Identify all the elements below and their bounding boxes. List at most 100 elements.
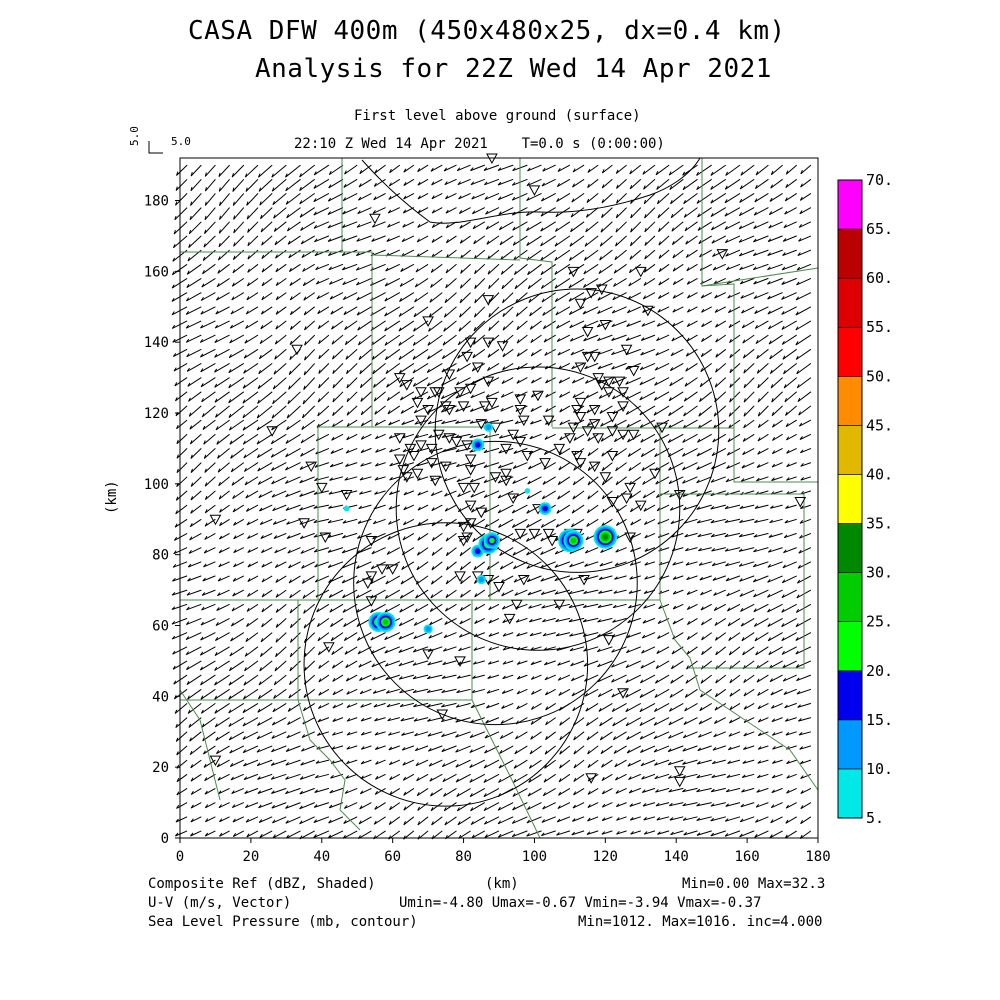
ref-label: Composite Ref (dBZ, Shaded) — [148, 876, 376, 892]
station-marker — [592, 433, 605, 444]
y-tick-label: 100 — [144, 477, 169, 493]
colorbar-label: 25. — [866, 613, 893, 631]
station-marker — [400, 380, 413, 391]
station-marker — [471, 362, 484, 373]
station-marker — [564, 433, 576, 444]
county-boundary — [371, 254, 521, 261]
station-marker — [634, 266, 647, 278]
station-markers — [209, 153, 807, 788]
station-marker — [429, 475, 442, 487]
station-marker — [464, 518, 477, 529]
x-tick-label: 120 — [593, 849, 618, 865]
station-marker — [415, 415, 427, 427]
radar-ring — [395, 366, 681, 651]
radar-range-rings — [303, 288, 720, 807]
station-marker — [493, 582, 505, 593]
colorbar-label: 35. — [866, 515, 893, 533]
y-tick-label: 180 — [144, 194, 169, 210]
station-marker — [457, 401, 470, 412]
x-tick-label: 180 — [805, 849, 830, 865]
station-marker — [450, 436, 463, 448]
station-marker — [461, 532, 473, 543]
station-marker — [340, 489, 353, 501]
colorbar-segment — [837, 376, 863, 426]
echo-cell — [478, 576, 485, 583]
echo-cell — [474, 548, 481, 554]
station-marker — [439, 401, 452, 412]
level-label: First level above ground (surface) — [354, 108, 641, 124]
station-marker — [503, 613, 516, 625]
station-marker — [606, 426, 619, 437]
station-marker — [617, 401, 629, 412]
colorbar-label: 40. — [866, 465, 893, 483]
station-marker — [624, 532, 636, 543]
station-marker — [592, 373, 605, 384]
station-marker — [603, 387, 615, 398]
station-marker — [461, 440, 473, 451]
x-axis-label: (km) — [485, 876, 519, 892]
station-marker — [209, 755, 222, 767]
uv-label: U-V (m/s, Vector) — [148, 895, 292, 911]
county-boundary — [318, 426, 491, 601]
x-tick-label: 40 — [313, 849, 330, 865]
y-tick-label: 120 — [144, 406, 169, 422]
echo-cell — [485, 424, 492, 430]
colorbar: 5. 10. 15. 20. 25. 30. 35. 40. 45. 50. 55. 60. 65. 70… — [837, 171, 893, 827]
station-marker — [567, 422, 580, 434]
station-marker — [482, 295, 495, 306]
colorbar-label: 20. — [866, 662, 893, 680]
station-marker — [475, 507, 488, 519]
x-tick-label: 0 — [176, 849, 184, 865]
station-marker — [595, 284, 608, 296]
station-marker — [581, 327, 594, 338]
colorbar-label: 5. — [866, 809, 884, 827]
station-marker — [376, 564, 388, 575]
station-marker — [634, 500, 647, 512]
vector-scale-icon — [148, 141, 163, 154]
station-marker — [553, 599, 566, 611]
station-marker — [514, 436, 527, 448]
colorbar-label: 30. — [866, 564, 893, 582]
station-marker — [514, 404, 527, 416]
echo-cell — [602, 534, 609, 540]
station-marker — [443, 404, 456, 416]
station-marker — [400, 472, 413, 483]
colorbar-segment — [837, 670, 863, 721]
colorbar-segment — [837, 425, 863, 475]
station-marker — [517, 415, 530, 427]
station-marker — [574, 397, 587, 409]
station-marker — [365, 571, 378, 582]
station-marker — [673, 766, 686, 777]
station-marker — [464, 454, 477, 466]
station-marker — [617, 387, 629, 398]
station-marker — [468, 482, 481, 494]
colorbar-segment — [837, 768, 863, 819]
station-marker — [500, 443, 512, 455]
uv-stats: Umin=-4.80 Umax=-0.67 Vmin=-3.94 Vmax=-0… — [399, 895, 762, 911]
station-marker — [542, 415, 555, 427]
station-marker — [457, 482, 470, 494]
station-marker — [422, 316, 434, 327]
time-label: 22:10 Z Wed 14 Apr 2021 T=0.0 s (0:00:00… — [294, 136, 665, 152]
station-marker — [571, 451, 583, 462]
echo-cell — [343, 505, 350, 512]
colorbar-label: 55. — [866, 318, 893, 336]
station-marker — [411, 397, 424, 409]
chart-title: CASA DFW 400m (450x480x25, dx=0.4 km) — [188, 16, 786, 46]
colorbar-segment — [837, 179, 863, 230]
station-marker — [386, 564, 399, 575]
station-marker — [365, 596, 378, 607]
station-marker — [627, 366, 640, 377]
station-marker — [429, 387, 442, 398]
station-marker — [606, 451, 619, 462]
station-marker — [567, 266, 580, 278]
radar-ring — [303, 522, 589, 807]
colorbar-label: 50. — [866, 367, 893, 385]
chart-subtitle: Analysis for 22Z Wed 14 Apr 2021 — [255, 54, 772, 84]
county-boundary — [552, 158, 735, 429]
y-tick-label: 60 — [152, 619, 169, 635]
station-marker — [571, 404, 583, 416]
station-marker — [482, 376, 495, 388]
station-marker — [588, 351, 601, 363]
